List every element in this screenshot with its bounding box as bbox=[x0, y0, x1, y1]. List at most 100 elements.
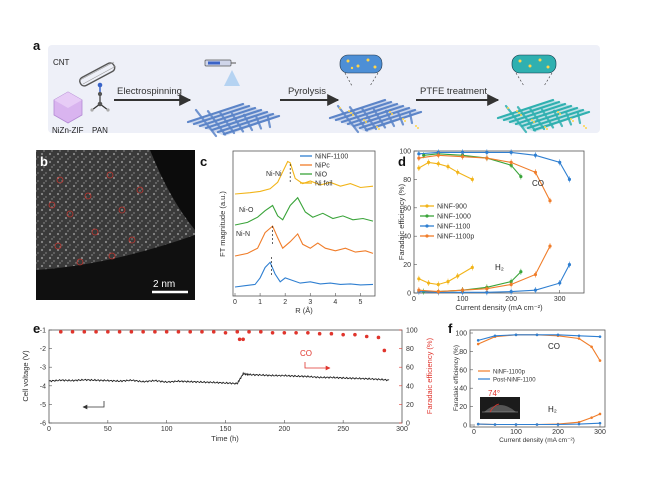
panel-f-xlabel: Current density (mA cm⁻²) bbox=[499, 437, 575, 444]
ni-site bbox=[583, 125, 585, 127]
panel-e-ylabel-right: Faradaic efficiency (%) bbox=[425, 337, 434, 414]
x-tick-label: 50 bbox=[104, 426, 112, 433]
legend-label: Ni foil bbox=[315, 181, 333, 188]
co-fe-point bbox=[176, 330, 181, 334]
x-tick-label: 4 bbox=[333, 299, 337, 306]
ni-site bbox=[415, 125, 417, 127]
series-line bbox=[423, 153, 522, 177]
co-fe-point bbox=[235, 330, 240, 334]
ni-site bbox=[389, 111, 391, 113]
series-line bbox=[234, 160, 374, 195]
atom-marker bbox=[118, 206, 126, 214]
panel-e-ylabel-left: Cell voltage (V) bbox=[21, 350, 30, 402]
y-tick-label: 0 bbox=[463, 423, 467, 430]
x-tick-label: 200 bbox=[505, 296, 517, 303]
x-tick-label: 3 bbox=[308, 299, 312, 306]
data-point bbox=[493, 334, 497, 338]
co-fe-point bbox=[306, 330, 310, 335]
y-tick-label: 60 bbox=[403, 205, 411, 212]
series-line bbox=[418, 151, 570, 180]
y-tick-label: 100 bbox=[455, 331, 467, 338]
ni-site bbox=[520, 114, 522, 116]
ni-site bbox=[339, 107, 341, 109]
ni-site bbox=[352, 114, 354, 116]
ni-site bbox=[531, 119, 533, 121]
data-point bbox=[577, 422, 581, 426]
y-tick-label-right: 80 bbox=[406, 346, 414, 353]
panel-e: e Cell voltage (V) Faradaic efficiency (… bbox=[21, 321, 434, 443]
y-tick-label-left: -6 bbox=[40, 421, 46, 428]
y-tick-label: 0 bbox=[407, 291, 411, 298]
legend-marker bbox=[425, 214, 429, 218]
fiber-mat-pyrolyzed bbox=[328, 98, 423, 134]
co-fe-point bbox=[129, 330, 134, 334]
fiber-strand bbox=[204, 108, 263, 130]
y-tick-label: 20 bbox=[459, 404, 467, 411]
co-fe-point bbox=[106, 330, 110, 334]
x-tick-label: 100 bbox=[161, 426, 173, 433]
x-tick-label: 300 bbox=[554, 296, 566, 303]
co-fe-point bbox=[294, 330, 298, 335]
step-ptfe-treatment: PTFE treatment bbox=[420, 86, 487, 97]
legend-label: NiNF-1000 bbox=[437, 214, 471, 221]
step-electrospinning: Electrospinning bbox=[117, 86, 182, 97]
syringe-icon bbox=[204, 59, 240, 86]
panel-d-axes bbox=[413, 150, 585, 294]
fiber-strand bbox=[358, 108, 417, 130]
series-line bbox=[478, 422, 601, 426]
panel-e-xlabel: Time (h) bbox=[211, 434, 239, 443]
co-fe-point bbox=[317, 331, 322, 336]
co-fe-point bbox=[329, 331, 334, 336]
fiber-strand bbox=[576, 112, 582, 125]
co-fe-point bbox=[237, 337, 242, 342]
series-line bbox=[418, 266, 473, 286]
annot-ni-ni: Ni-Ni bbox=[266, 171, 282, 178]
co-fe-point bbox=[164, 330, 169, 334]
panel-c-ylabel: FT magnitude (a.u.) bbox=[218, 191, 227, 257]
panel-f-axes bbox=[469, 329, 606, 428]
atom-marker bbox=[91, 228, 99, 236]
ni-site bbox=[363, 119, 365, 121]
legend-label: NiNF-1100p bbox=[493, 369, 526, 375]
ni-site bbox=[557, 111, 559, 113]
fiber-strand bbox=[210, 110, 269, 132]
fiber-strand bbox=[508, 102, 567, 124]
atom-marker bbox=[56, 176, 64, 184]
legend-label: NiNF-900 bbox=[437, 204, 467, 211]
panel-d-xlabel: Current density (mA cm⁻²) bbox=[455, 303, 543, 312]
ni-site bbox=[533, 121, 535, 123]
co-fe-point bbox=[188, 330, 192, 334]
y-tick-label-left: -5 bbox=[40, 402, 46, 409]
fiber-strand bbox=[352, 106, 411, 128]
fiber-mat-pristine bbox=[186, 102, 281, 138]
annot-h2-f: H₂ bbox=[548, 405, 557, 414]
co-fe-point bbox=[341, 332, 345, 337]
y-tick-label-right: 0 bbox=[406, 421, 410, 428]
ni-site bbox=[572, 120, 574, 122]
ni-site bbox=[585, 127, 587, 129]
ni-site bbox=[365, 121, 367, 123]
co-fe-point bbox=[353, 332, 357, 337]
y-tick-label: 20 bbox=[403, 262, 411, 269]
y-tick-label: 60 bbox=[459, 367, 467, 374]
fiber-strand bbox=[532, 110, 591, 132]
y-tick-label: 40 bbox=[403, 234, 411, 241]
data-point bbox=[476, 339, 480, 342]
x-tick-label: 200 bbox=[278, 426, 290, 433]
voltage-axis-arrow bbox=[82, 401, 105, 410]
x-tick-label: 100 bbox=[510, 429, 522, 436]
y-tick-label-right: 40 bbox=[406, 383, 414, 390]
co-fe-point bbox=[94, 330, 98, 334]
panel-a-label: a bbox=[33, 38, 41, 53]
data-point bbox=[577, 420, 581, 424]
co-axis-arrow bbox=[304, 362, 331, 371]
data-point bbox=[514, 423, 518, 426]
co-fe-point bbox=[58, 330, 63, 334]
fiber-strand bbox=[266, 116, 272, 129]
x-tick-label: 2 bbox=[283, 299, 287, 306]
fiber-strand bbox=[222, 114, 281, 136]
panel-c-axes bbox=[232, 150, 376, 297]
magnified-fiber-icon bbox=[339, 54, 383, 87]
panel-e-label: e bbox=[33, 321, 40, 336]
